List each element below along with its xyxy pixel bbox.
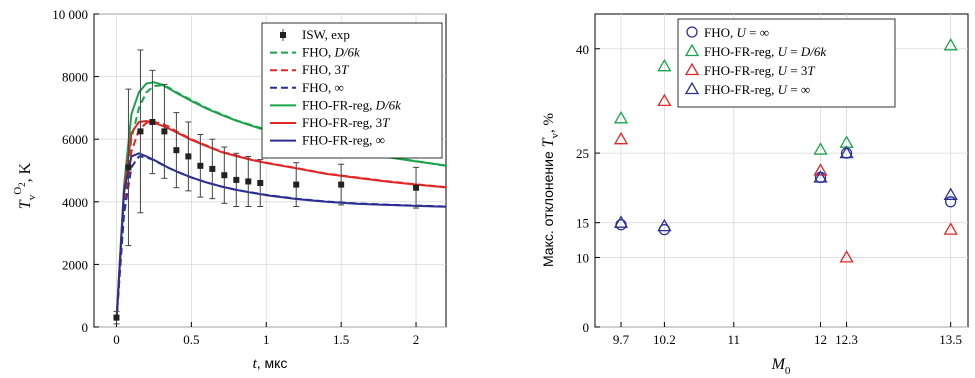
legend-label: FHO-FR-reg, U = ∞ xyxy=(704,82,810,97)
legend-item-left: FHO-FR-reg, D/6k xyxy=(270,97,401,112)
legend-label: FHO, 3T xyxy=(302,62,349,77)
legend-item-left: FHO-FR-reg, ∞ xyxy=(270,133,385,148)
legend-right: FHO, U = ∞ FHO-FR-reg, U = D/6k FHO-FR-reg… xyxy=(677,18,896,108)
errorbar-point xyxy=(245,155,252,207)
data-point xyxy=(839,145,854,159)
legend-label: FHO-FR-reg, U = D/6k xyxy=(704,44,826,59)
x-tick-label: 2 xyxy=(413,332,420,347)
legend-item-left: FHO, ∞ xyxy=(270,80,344,95)
y-tick-label: 15 xyxy=(576,216,589,231)
errorbar-point xyxy=(413,166,420,209)
errorbar-point xyxy=(161,83,168,179)
data-point xyxy=(945,196,957,208)
legend-marker xyxy=(686,26,698,38)
y-ticks-right: 0 10 15 25 40 xyxy=(576,42,600,335)
data-point xyxy=(839,250,854,263)
data-point xyxy=(813,142,828,155)
legend-item-left: FHO-FR-reg, 3T xyxy=(270,115,390,130)
legend-item-left: ISW, exp xyxy=(280,27,350,42)
errorbar-point xyxy=(125,88,132,247)
x-tick-label: 0 xyxy=(113,332,120,347)
errorbar-point xyxy=(185,121,192,192)
x-axis-label-left: t, мкс xyxy=(253,355,288,372)
legend-item-right: FHO, U = ∞ xyxy=(686,25,769,40)
legend-label: FHO-FR-reg, ∞ xyxy=(302,133,385,148)
data-point xyxy=(657,58,672,72)
legend-box-right xyxy=(677,18,896,108)
x-tick-label: 10.2 xyxy=(653,332,676,347)
y-tick-label: 6000 xyxy=(62,132,88,147)
errorbar-point xyxy=(338,163,345,206)
legend-left: ISW, exp FHO, D/6k FHO, 3T FHO, ∞ FHO-FR-reg… xyxy=(261,22,443,159)
legend-label: FHO-FR-reg, 3T xyxy=(302,115,390,130)
series-line-4 xyxy=(115,120,446,321)
legend-box-left xyxy=(261,22,443,159)
data-point xyxy=(613,131,629,145)
errorbar-point xyxy=(137,49,144,214)
errorbars-left xyxy=(113,49,420,325)
errorbar-point xyxy=(221,146,228,204)
data-point xyxy=(943,37,958,51)
legend-item-right: FHO-FR-reg, U = 3T xyxy=(684,62,815,78)
x-tick-label: 0.5 xyxy=(183,332,199,347)
points-right xyxy=(613,37,958,263)
y-tick-label: 8000 xyxy=(62,70,88,85)
chart-left: 0 2000 4000 6000 8000 10 000 0 0.5 1 1.5 2 TvO2, … xyxy=(12,7,447,372)
x-tick-label: 1 xyxy=(263,332,270,347)
legend-item-left: FHO, 3T xyxy=(270,62,349,77)
legend-item-right: FHO-FR-reg, U = D/6k xyxy=(684,43,826,59)
y-axis-label-left: TvO2, K xyxy=(12,162,38,209)
series-line-2 xyxy=(115,155,446,321)
data-point xyxy=(657,93,672,107)
x-ticks-left: 0 0.5 1 1.5 2 xyxy=(113,322,419,347)
y-tick-label: 0 xyxy=(82,320,89,335)
x-tick-label: 9.7 xyxy=(613,332,630,347)
legend-item-left: FHO, D/6k xyxy=(270,45,360,60)
x-tick-label: 1.5 xyxy=(333,332,349,347)
y-ticks-left: 0 2000 4000 6000 8000 10 000 xyxy=(52,7,99,335)
series-line-5 xyxy=(115,152,446,321)
legend-label: FHO, ∞ xyxy=(302,80,344,95)
y-tick-label: 40 xyxy=(576,42,589,57)
errorbar-point xyxy=(197,134,204,198)
legend-marker xyxy=(684,81,700,95)
data-point xyxy=(613,215,629,228)
data-point xyxy=(813,163,828,176)
x-tick-label: 13.5 xyxy=(939,332,962,347)
errorbar-point xyxy=(149,69,156,175)
legend-marker xyxy=(684,62,700,76)
x-tick-label: 11 xyxy=(728,332,741,347)
y-tick-label: 0 xyxy=(583,320,590,335)
y-tick-label: 10 000 xyxy=(52,7,88,22)
data-point xyxy=(613,110,629,124)
x-tick-label: 12 xyxy=(814,332,827,347)
data-point xyxy=(943,222,958,235)
legend-item-right: FHO-FR-reg, U = ∞ xyxy=(684,81,810,97)
data-point xyxy=(943,187,958,200)
data-point xyxy=(813,170,828,183)
errorbar-point xyxy=(293,162,300,207)
errorbar-point xyxy=(113,310,120,325)
y-tick-label: 2000 xyxy=(62,257,88,272)
y-axis-label-right: Макс. отклонение Tv, % xyxy=(540,113,561,267)
legend-label: ISW, exp xyxy=(302,27,350,42)
legend-marker xyxy=(684,43,700,57)
x-ticks-right: 9.7 10.2 11 12 12.3 13.5 xyxy=(613,322,962,347)
errorbar-point xyxy=(209,138,216,200)
x-tick-label: 12.3 xyxy=(835,332,858,347)
legend-label: FHO-FR-reg, D/6k xyxy=(302,97,401,112)
y-tick-label: 25 xyxy=(576,146,589,161)
data-point xyxy=(657,218,672,232)
y-tick-label: 4000 xyxy=(62,195,88,210)
errorbar-point xyxy=(233,152,240,207)
x-axis-label-right: M0 xyxy=(771,356,791,377)
legend-label: FHO-FR-reg, U = 3T xyxy=(704,63,815,78)
errorbar-point xyxy=(257,159,264,207)
y-tick-label: 10 xyxy=(576,250,589,265)
errorbar-point xyxy=(173,112,180,189)
chart-right: 0 10 15 25 40 9.7 10.2 11 12 12.3 13.5 Макс. откл… xyxy=(540,13,969,377)
legend-label: FHO, U = ∞ xyxy=(704,25,769,40)
legend-label: FHO, D/6k xyxy=(302,45,360,60)
